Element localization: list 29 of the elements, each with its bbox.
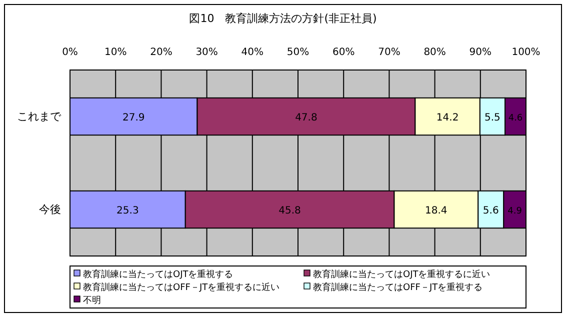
x-tick-label: 90% (469, 47, 492, 58)
data-label: 4.9 (508, 206, 522, 216)
x-tick-label: 0% (62, 47, 78, 58)
x-tick-label: 10% (104, 47, 127, 58)
x-tick-label: 40% (241, 47, 264, 58)
data-label: 5.5 (484, 112, 500, 124)
x-tick-label: 30% (196, 47, 218, 58)
legend-label: 教育訓練に当たってはOJTを重視するに近い (313, 269, 490, 280)
data-label: 45.8 (278, 206, 301, 216)
legend-label: 教育訓練に当たってはOFF－JTを重視するに近い (83, 282, 280, 293)
data-label: 14.2 (436, 112, 459, 124)
data-label: 4.6 (508, 114, 523, 124)
y-tick-label: これまで (17, 110, 62, 124)
x-tick-label: 50% (286, 47, 310, 58)
x-tick-label: 80% (424, 47, 446, 58)
data-label: 5.6 (482, 206, 499, 216)
data-label: 18.4 (425, 206, 448, 216)
data-label: 47.8 (295, 112, 318, 124)
data-label: 27.9 (122, 112, 145, 124)
chart-title: 図10 教育訓練方法の方針(非正社員) (189, 12, 377, 25)
x-tick-label: 20% (150, 47, 172, 58)
legend-label: 教育訓練に当たってはOFF－JTを重視する (313, 282, 483, 293)
legend-label: 不明 (83, 295, 101, 306)
y-tick-label: 今後 (39, 203, 61, 216)
x-tick-label: 70% (378, 47, 400, 58)
x-tick-label: 60% (332, 47, 355, 58)
data-label: 25.3 (116, 206, 139, 216)
x-tick-label: 100% (512, 47, 540, 58)
legend-label: 教育訓練に当たってはOJTを重視する (83, 269, 234, 280)
